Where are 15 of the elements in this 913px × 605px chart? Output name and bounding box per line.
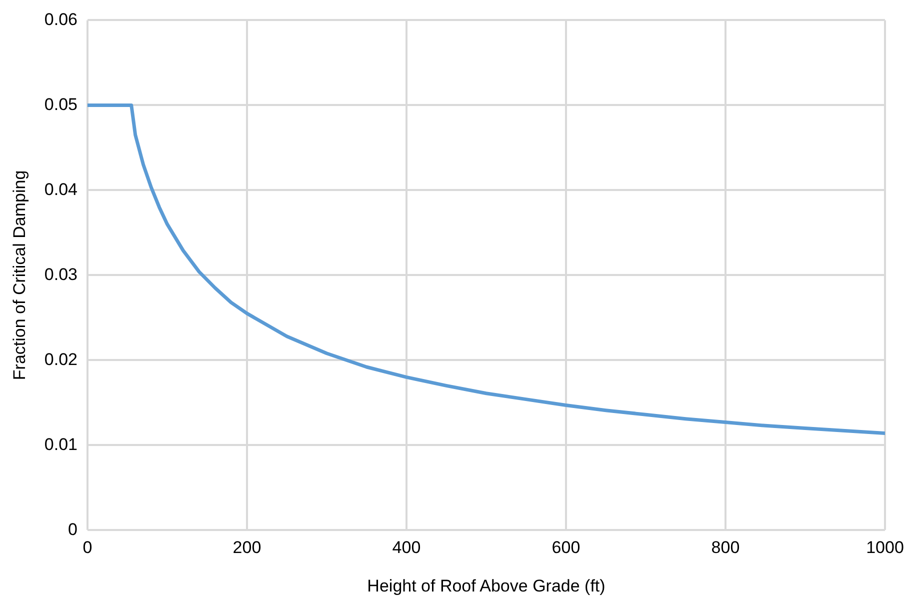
y-tick-label: 0.03: [44, 264, 78, 284]
y-tick-label: 0.06: [44, 10, 78, 29]
x-tick-label: 0: [82, 538, 92, 558]
y-tick-label: 0: [68, 520, 78, 539]
x-tick-label: 1000: [866, 538, 904, 558]
x-tick-label: 800: [711, 538, 740, 558]
y-tick-label: 0.02: [44, 350, 78, 369]
y-tick-label: 0.01: [44, 434, 78, 454]
x-tick-label: 200: [232, 538, 262, 558]
x-tick-label: 600: [552, 538, 580, 558]
y-tick-label: 0.05: [44, 94, 78, 114]
x-tick-label: 400: [392, 538, 421, 558]
y-axis-title: Fraction of Critical Damping: [10, 170, 29, 380]
y-tick-label: 0.04: [44, 180, 78, 199]
x-axis-title: Height of Roof Above Grade (ft): [367, 576, 606, 596]
